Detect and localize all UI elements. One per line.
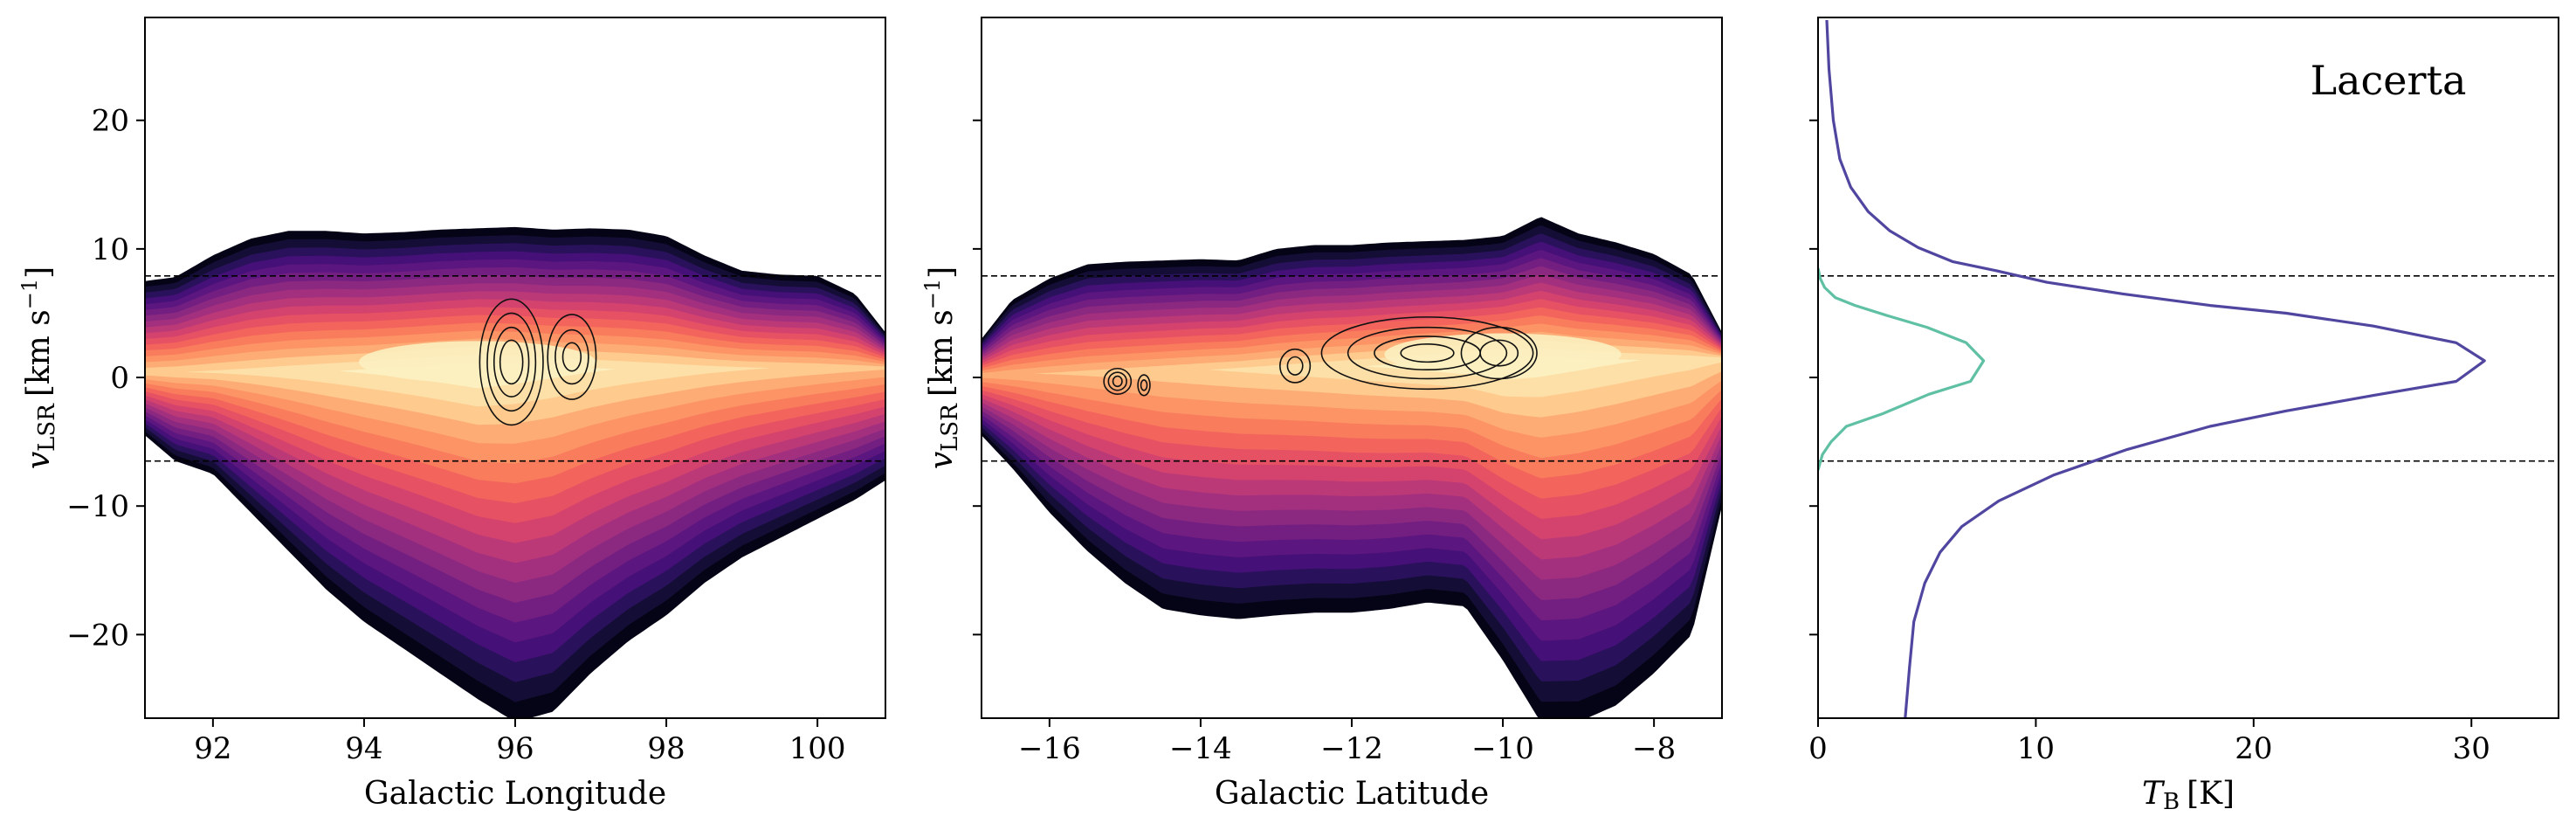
x-tick-label: −8 [1632,731,1676,766]
x-tick-label: 0 [1808,731,1828,766]
pv-heatmap-latitude [981,217,1722,718]
y-tick-label: 0 [110,361,129,396]
contour-line [499,339,524,385]
contour-line [1400,342,1455,363]
intensity-peak [1384,333,1622,376]
y-ticks-longitude: 20 10 0 −10 −20 [66,104,145,653]
x-tick-label: 92 [194,731,231,766]
y-tick-label: −20 [66,618,129,653]
y-label-exp: −1 [17,279,42,309]
contour-line [1286,356,1304,376]
x-axis-label-latitude: Galactic Latitude [1215,776,1489,812]
axes-frame-spectrum [1817,17,2559,719]
velocity-limit-lines-latitude [981,274,1722,462]
velocity-limit-lines-longitude [145,274,885,462]
spectrum-line-1 [1818,267,1986,471]
velocity-limit-lines-spectrum [1818,274,2559,462]
region-annotation: Lacerta [2311,57,2467,104]
y-label-end: ] [21,266,57,279]
x-label-main: T [2142,776,2166,812]
intensity-peak [359,341,596,384]
x-ticks-longitude: 92 94 96 98 100 [194,718,846,766]
contour-line [1140,379,1148,391]
x-axis-label-longitude: Galactic Longitude [364,776,666,812]
y-label-exp: −1 [920,279,945,309]
y-label-end: ] [924,266,960,279]
spectrum-lines [1818,19,2486,718]
contour-line [1137,374,1151,397]
contour-line [492,326,530,398]
x-tick-label: −12 [1320,731,1383,766]
x-tick-label: −14 [1169,731,1232,766]
x-tick-label: 100 [789,731,846,766]
y-ticks-spectrum [1809,119,1818,636]
panel-spectrum: 0 10 20 30 Lacerta TB [K] [1808,17,2559,815]
x-tick-label: 94 [345,731,382,766]
contour-line [1279,348,1312,384]
y-label-main: v [21,452,57,469]
y-ticks-latitude [973,119,981,636]
contour-line [1460,326,1538,380]
x-tick-label: −10 [1471,731,1534,766]
x-axis-label-spectrum: TB [K] [2142,776,2235,815]
x-tick-label: 98 [647,731,685,766]
contour-line [1103,367,1133,395]
y-tick-label: 10 [92,232,129,267]
contour-line [1347,326,1508,380]
x-ticks-latitude: −16 −14 −12 −10 −8 [1018,718,1676,766]
contours-latitude [1103,316,1538,397]
x-tick-label: 10 [2017,731,2055,766]
x-tick-label: 20 [2235,731,2272,766]
y-tick-label: −10 [66,489,129,524]
contour-line [1320,316,1534,391]
y-label-unit: [km s [21,309,57,397]
y-tick-label: 20 [92,104,129,139]
y-label-sub: LSR [34,403,60,452]
y-label-unit: [km s [924,309,960,397]
x-label-sub: B [2163,789,2180,815]
panel-latitude-velocity: −16 −14 −12 −10 −8 Galactic Latitude vLSR [km… [920,17,1723,812]
contour-line [1479,339,1519,367]
contour-line [479,298,544,426]
pv-heatmap-longitude [145,226,885,718]
y-axis-label-longitude: vLSR [km s−1] [17,266,60,469]
contour-line [547,314,597,400]
contour-line [1112,375,1123,388]
spectrum-line-0 [1825,19,2486,718]
x-ticks-spectrum: 0 10 20 30 [1808,718,2490,766]
x-tick-label: 96 [496,731,534,766]
y-label-main: v [924,452,960,469]
x-label-unit: [K] [2187,776,2235,812]
y-label-sub: LSR [937,403,963,452]
contour-line [554,329,589,385]
x-tick-label: 30 [2453,731,2490,766]
y-axis-label-latitude: vLSR [km s−1] [920,266,963,469]
x-tick-label: −16 [1018,731,1081,766]
contour-line [561,342,582,372]
contour-line [486,312,537,412]
contour-line [1107,371,1127,391]
contours-longitude [479,298,597,426]
